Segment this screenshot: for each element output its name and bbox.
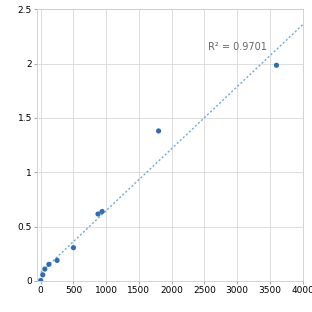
Point: [156, 129, 161, 134]
Point: [95, 212, 100, 217]
Point: [40, 272, 45, 277]
Point: [274, 63, 279, 68]
Text: R² = 0.9701: R² = 0.9701: [208, 41, 266, 51]
Point: [100, 209, 105, 214]
Point: [42, 266, 47, 271]
Point: [55, 258, 60, 263]
Point: [46, 262, 51, 267]
Point: [71, 245, 76, 250]
Point: [38, 278, 43, 283]
